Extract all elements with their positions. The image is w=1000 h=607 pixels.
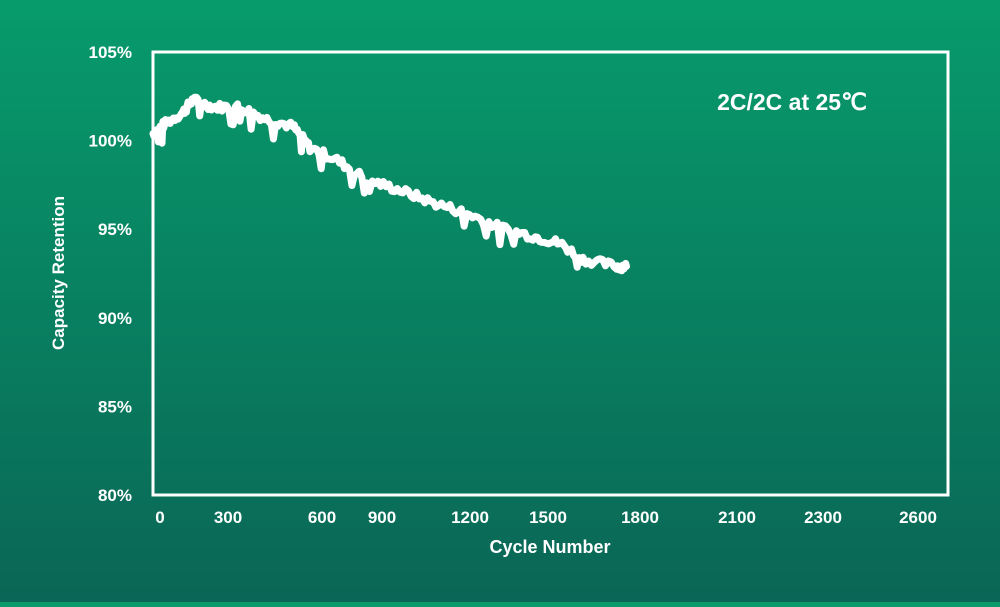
y-tick-label: 80%: [98, 486, 132, 505]
x-tick-label: 2100: [718, 508, 756, 527]
y-axis-label: Capacity Retention: [49, 196, 68, 350]
y-tick-label: 100%: [89, 132, 132, 151]
series-line: [149, 93, 630, 275]
x-tick-label: 1200: [451, 508, 489, 527]
x-tick-label: 2600: [899, 508, 937, 527]
annotation-label: 2C/2C at 25℃: [717, 89, 867, 115]
y-tick-label: 105%: [89, 43, 132, 62]
x-tick-label: 1800: [621, 508, 659, 527]
x-tick-label: 2300: [804, 508, 842, 527]
x-tick-label: 300: [214, 508, 242, 527]
y-tick-label: 95%: [98, 220, 132, 239]
y-tick-label: 90%: [98, 309, 132, 328]
x-tick-label: 1500: [529, 508, 567, 527]
x-tick-label: 0: [155, 508, 164, 527]
y-tick-label: 85%: [98, 397, 132, 416]
x-tick-label: 900: [368, 508, 396, 527]
x-axis-label: Cycle Number: [489, 537, 610, 557]
plot-frame: [151, 50, 950, 497]
x-tick-label: 600: [308, 508, 336, 527]
